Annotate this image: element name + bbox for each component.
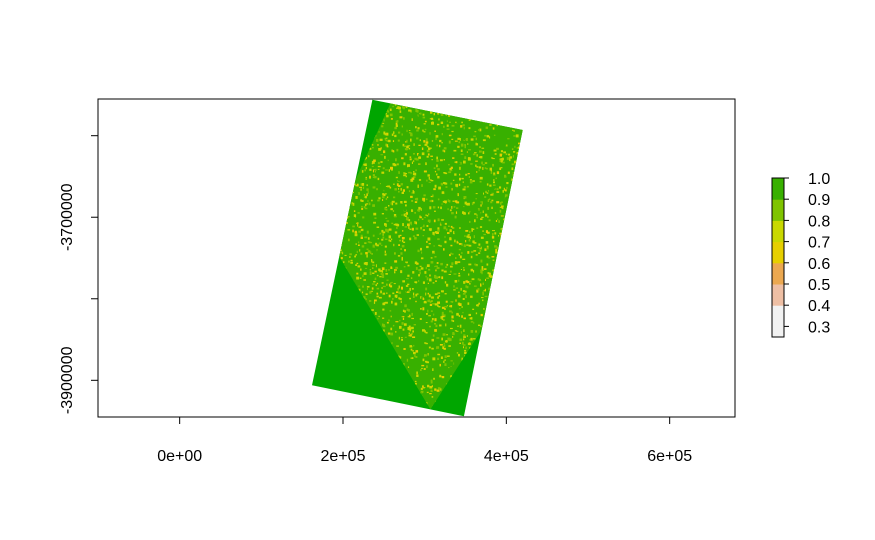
y-tick-label: -3900000 [59, 346, 76, 414]
legend-tick-label: 1.0 [808, 171, 830, 188]
legend-tick-label: 0.3 [808, 319, 830, 336]
x-axis: 0e+00 2e+05 4e+05 6e+05 [157, 416, 692, 465]
legend-tick-label: 0.4 [808, 298, 830, 315]
legend-color-band [772, 241, 784, 264]
legend-tick-label: 0.5 [808, 277, 830, 294]
legend-color-band [772, 262, 784, 285]
color-legend: 1.0 0.9 0.8 0.7 0.6 0.5 0.4 0.3 [771, 171, 830, 338]
raster-land-region [339, 102, 523, 410]
x-tick-label: 0e+00 [157, 448, 202, 465]
legend-tick-label: 0.7 [808, 235, 830, 252]
y-axis: -3700000 -3900000 [59, 135, 99, 414]
y-tick-label: -3700000 [59, 183, 76, 251]
legend-color-band [772, 305, 784, 338]
legend-color-band [772, 284, 784, 306]
x-tick-label: 4e+05 [484, 448, 529, 465]
legend-tick-label: 0.8 [808, 213, 830, 230]
legend-color-band [772, 199, 784, 221]
x-tick-label: 2e+05 [321, 448, 366, 465]
raster-layer [312, 99, 523, 417]
legend-color-band [772, 220, 784, 243]
legend-color-band [772, 178, 784, 200]
legend-tick-label: 0.9 [808, 192, 830, 209]
x-tick-label: 6e+05 [647, 448, 692, 465]
legend-frame [771, 177, 785, 338]
legend-tick-label: 0.6 [808, 256, 830, 273]
